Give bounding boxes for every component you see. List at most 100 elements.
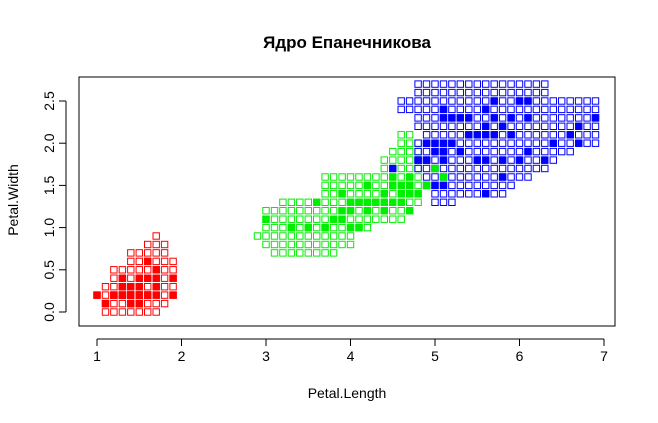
region-cell xyxy=(591,105,600,114)
region-cell xyxy=(406,164,414,173)
region-cell xyxy=(448,190,456,198)
region-cell xyxy=(414,173,422,181)
data-point xyxy=(406,190,414,198)
data-point xyxy=(389,164,397,173)
region-cell xyxy=(355,190,363,198)
data-point xyxy=(287,223,296,232)
region-cell xyxy=(253,232,262,240)
data-point xyxy=(152,283,160,291)
data-point xyxy=(118,291,127,299)
region-cell xyxy=(456,122,465,130)
region-cell xyxy=(329,173,338,181)
region-cell xyxy=(262,223,270,232)
region-cell xyxy=(431,190,439,198)
region-cell xyxy=(498,88,507,97)
region-cell xyxy=(270,232,279,240)
region-cell xyxy=(439,164,448,173)
data-point xyxy=(490,131,498,139)
region-cell xyxy=(591,97,600,105)
region-cell xyxy=(532,97,541,105)
region-cell xyxy=(482,181,490,190)
data-point xyxy=(329,215,338,223)
region-cell xyxy=(532,131,541,139)
region-cell xyxy=(422,80,431,88)
region-cell xyxy=(372,215,380,223)
region-cell xyxy=(490,156,498,164)
region-cell xyxy=(279,240,287,249)
region-cell xyxy=(144,266,152,274)
region-cell xyxy=(558,97,566,105)
region-cell xyxy=(144,240,152,249)
data-point xyxy=(152,274,160,282)
region-cell xyxy=(152,308,160,316)
region-cell xyxy=(456,173,465,181)
region-cell xyxy=(549,97,557,105)
region-cell xyxy=(296,215,304,223)
region-cell xyxy=(566,114,574,122)
region-cell xyxy=(498,139,507,147)
region-cell xyxy=(397,215,405,223)
region-cell xyxy=(110,308,118,316)
data-point xyxy=(389,173,397,181)
region-cell xyxy=(169,283,177,291)
data-point xyxy=(380,198,389,207)
region-cell xyxy=(414,164,422,173)
region-cell xyxy=(406,147,414,156)
region-cell xyxy=(414,88,422,97)
data-point xyxy=(144,291,152,299)
data-point xyxy=(406,207,414,215)
region-cell xyxy=(296,240,304,249)
region-cell xyxy=(566,147,574,156)
region-cell xyxy=(448,181,456,190)
region-cell xyxy=(287,215,296,223)
region-cell xyxy=(397,97,405,105)
region-cell xyxy=(296,249,304,257)
data-point xyxy=(507,114,515,122)
region-cell xyxy=(515,131,524,139)
data-point xyxy=(262,215,270,223)
data-point xyxy=(507,131,515,139)
region-cell xyxy=(422,97,431,105)
x-axis: 1 2 3 4 5 6 7 xyxy=(93,338,608,364)
region-cell xyxy=(135,257,144,266)
region-cell xyxy=(287,198,296,207)
region-cell xyxy=(566,139,574,147)
region-cell xyxy=(405,131,414,139)
region-cell xyxy=(262,232,270,240)
region-cell xyxy=(473,105,482,114)
data-point xyxy=(439,181,448,190)
region-cell xyxy=(566,97,574,105)
region-cell xyxy=(329,240,338,249)
data-point xyxy=(465,131,473,139)
region-cell xyxy=(372,181,380,190)
region-cell xyxy=(169,257,177,266)
region-cell xyxy=(110,266,118,274)
data-point xyxy=(380,207,389,215)
region-cell xyxy=(389,156,397,164)
region-cell xyxy=(414,122,422,130)
data-point xyxy=(498,122,507,130)
region-cell xyxy=(575,131,583,139)
region-cell xyxy=(558,139,566,147)
data-point xyxy=(321,223,329,232)
region-cell xyxy=(524,173,532,181)
data-point xyxy=(439,139,448,147)
region-cell xyxy=(160,266,169,274)
region-cell xyxy=(482,88,490,97)
region-cell xyxy=(524,131,532,139)
data-point xyxy=(363,198,372,207)
region-cell xyxy=(414,80,422,88)
region-cell xyxy=(431,105,439,114)
data-point xyxy=(591,114,600,122)
region-cell xyxy=(465,147,473,156)
region-cell xyxy=(346,173,355,181)
data-point xyxy=(346,223,355,232)
data-point xyxy=(465,114,473,122)
region-cell xyxy=(558,114,566,122)
region-cell xyxy=(498,97,507,105)
x-tick-label: 5 xyxy=(431,348,439,364)
region-cell xyxy=(524,122,532,130)
region-cell xyxy=(372,190,380,198)
region-cell xyxy=(422,105,431,114)
region-cell xyxy=(541,105,549,114)
